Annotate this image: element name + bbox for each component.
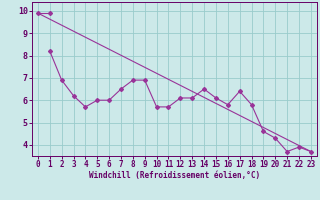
X-axis label: Windchill (Refroidissement éolien,°C): Windchill (Refroidissement éolien,°C) (89, 171, 260, 180)
